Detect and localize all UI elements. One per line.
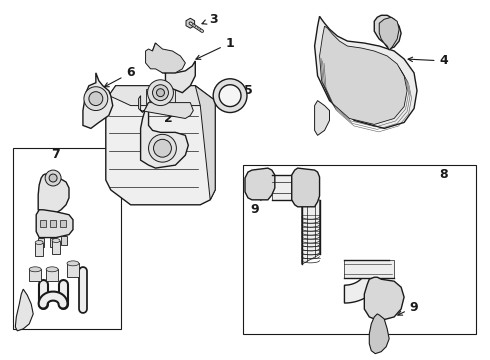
- Bar: [50, 238, 56, 247]
- Polygon shape: [36, 210, 73, 238]
- Text: 1: 1: [196, 37, 234, 59]
- Ellipse shape: [46, 267, 58, 272]
- Text: 4: 4: [408, 54, 448, 67]
- Polygon shape: [374, 15, 401, 49]
- Text: 6: 6: [104, 66, 135, 87]
- Ellipse shape: [29, 267, 41, 272]
- Polygon shape: [196, 86, 215, 200]
- Polygon shape: [38, 174, 69, 218]
- Polygon shape: [292, 168, 319, 207]
- Bar: [60, 220, 66, 227]
- Polygon shape: [344, 269, 383, 303]
- Polygon shape: [109, 86, 210, 105]
- Text: 9: 9: [250, 195, 261, 216]
- Polygon shape: [272, 175, 308, 200]
- Text: 8: 8: [439, 168, 447, 181]
- Circle shape: [213, 79, 247, 113]
- Circle shape: [84, 87, 108, 111]
- Ellipse shape: [52, 239, 60, 243]
- Circle shape: [153, 139, 172, 157]
- Text: 9: 9: [398, 301, 418, 315]
- Polygon shape: [152, 43, 196, 93]
- Circle shape: [156, 89, 165, 96]
- Circle shape: [148, 134, 176, 162]
- Text: 7: 7: [51, 148, 60, 161]
- Circle shape: [89, 92, 103, 105]
- Polygon shape: [186, 18, 195, 28]
- Ellipse shape: [35, 240, 43, 244]
- Polygon shape: [83, 73, 113, 129]
- Polygon shape: [15, 289, 33, 331]
- Polygon shape: [365, 277, 404, 321]
- Circle shape: [45, 170, 61, 186]
- Polygon shape: [141, 103, 188, 168]
- Polygon shape: [319, 26, 407, 125]
- Polygon shape: [302, 200, 319, 264]
- Bar: [67, 264, 79, 277]
- Polygon shape: [139, 96, 193, 118]
- Text: 5: 5: [236, 84, 252, 97]
- Bar: [243, 165, 476, 334]
- Polygon shape: [315, 100, 329, 135]
- Polygon shape: [379, 17, 399, 50]
- Bar: [61, 235, 67, 246]
- Bar: [146, 89, 175, 104]
- Bar: [46, 269, 58, 281]
- Circle shape: [152, 85, 169, 100]
- Ellipse shape: [67, 261, 79, 266]
- Bar: [38, 238, 44, 247]
- Bar: [29, 269, 41, 281]
- Polygon shape: [245, 168, 275, 200]
- Polygon shape: [146, 43, 185, 73]
- Bar: [35, 243, 43, 256]
- Text: 2: 2: [163, 100, 173, 125]
- Bar: [148, 92, 161, 100]
- Circle shape: [147, 80, 173, 105]
- Circle shape: [49, 174, 57, 182]
- Bar: [50, 220, 56, 227]
- Polygon shape: [344, 260, 394, 278]
- Bar: [52, 240, 60, 255]
- Polygon shape: [369, 314, 389, 354]
- Circle shape: [219, 85, 241, 107]
- Polygon shape: [106, 86, 215, 205]
- Bar: [13, 148, 121, 329]
- Polygon shape: [315, 16, 417, 129]
- Bar: [40, 220, 46, 227]
- Text: 3: 3: [202, 13, 218, 26]
